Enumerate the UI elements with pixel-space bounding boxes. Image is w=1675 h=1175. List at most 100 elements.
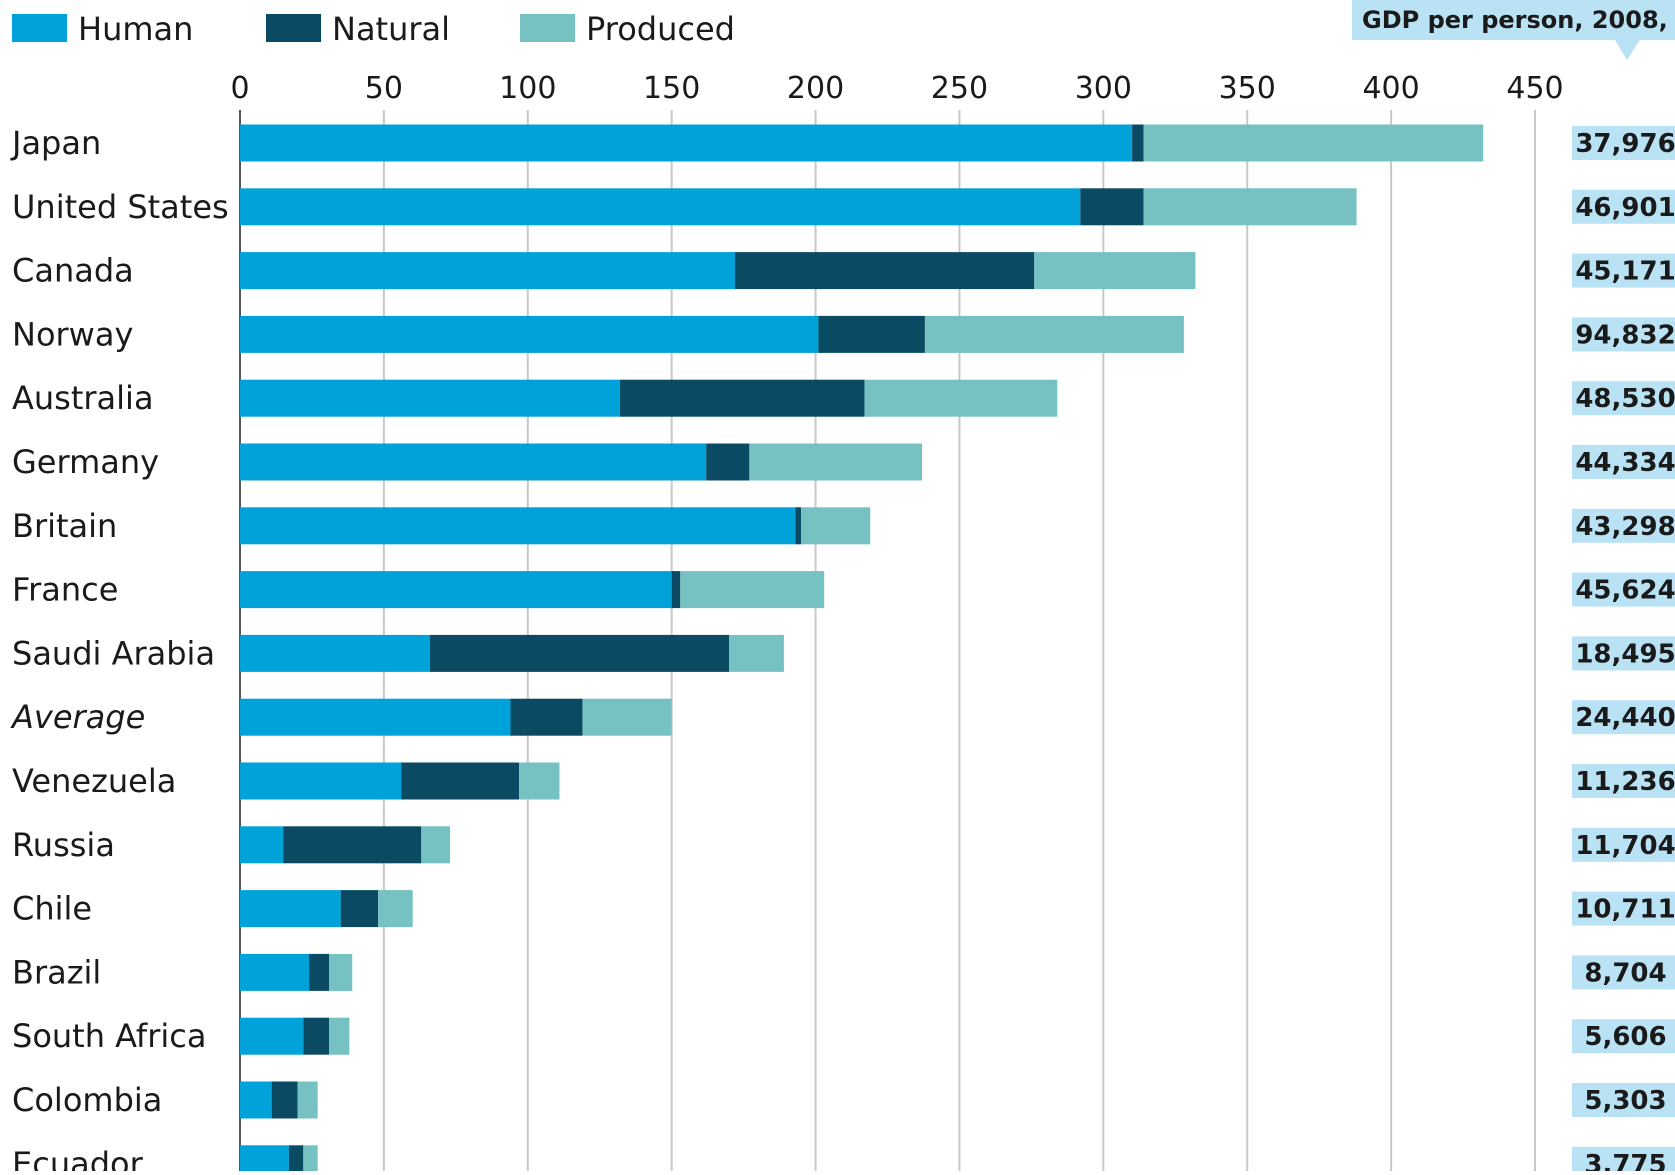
category-label: Canada	[12, 252, 134, 290]
bar-segment-natural	[271, 1081, 298, 1119]
bar-segment-natural	[340, 890, 379, 928]
gdp-value-box	[1572, 381, 1675, 416]
x-tick-label: 250	[931, 71, 988, 106]
category-label: Chile	[12, 890, 92, 928]
gdp-value-box	[1572, 317, 1675, 352]
bar-segment-produced	[864, 379, 1058, 417]
bar-segment-produced	[297, 1081, 318, 1119]
legend-label-human: Human	[78, 10, 193, 48]
bar-segment-human	[240, 252, 735, 290]
gdp-value-label: 45,171	[1575, 257, 1675, 287]
gdp-header-box	[1352, 0, 1675, 40]
x-tick-label: 150	[643, 71, 700, 106]
bar-segment-human	[240, 826, 284, 864]
bar-segment-natural	[283, 826, 422, 864]
gdp-value-box	[1572, 572, 1675, 607]
category-label: Germany	[12, 443, 159, 481]
bar-segment-human	[240, 698, 511, 736]
gdp-value-label: 37,976	[1575, 129, 1675, 159]
legend-swatch-produced	[520, 14, 575, 42]
gdp-value-label: 10,711	[1575, 895, 1675, 925]
bar-segment-produced	[1143, 124, 1484, 162]
gdp-value-box	[1572, 189, 1675, 224]
gdp-header-pointer	[1615, 40, 1640, 60]
bar-segment-produced	[582, 698, 672, 736]
category-label: Venezuela	[12, 762, 176, 800]
category-label: Japan	[10, 124, 101, 162]
gdp-value-box	[1572, 891, 1675, 926]
bar-segment-natural	[795, 507, 802, 545]
category-label: Average	[10, 698, 145, 736]
bar-segment-produced	[924, 315, 1184, 353]
gdp-value-label: 45,624	[1575, 576, 1675, 606]
gdp-value-label: 44,334	[1575, 448, 1675, 478]
gdp-value-label: 46,901	[1575, 193, 1675, 223]
bar-segment-natural	[309, 953, 330, 991]
gdp-value-box	[1572, 827, 1675, 862]
category-label: Russia	[12, 826, 115, 864]
legend-label-produced: Produced	[586, 10, 735, 48]
x-tick-label: 300	[1075, 71, 1132, 106]
bar-segment-natural	[671, 571, 681, 609]
gdp-value-label: 11,704	[1575, 831, 1675, 861]
x-tick-label: 0	[230, 71, 249, 106]
x-tick-label: 200	[787, 71, 844, 106]
bar-segment-produced	[329, 1017, 350, 1055]
bar-segment-human	[240, 1081, 272, 1119]
gdp-value-box	[1572, 1019, 1675, 1054]
x-tick-label: 50	[365, 71, 403, 106]
category-label: Colombia	[12, 1081, 162, 1119]
bar-segment-human	[240, 124, 1133, 162]
bar-segment-produced	[519, 762, 560, 800]
bar-segment-human	[240, 571, 672, 609]
gdp-value-box	[1572, 636, 1675, 671]
bar-segment-human	[240, 443, 707, 481]
gdp-header-label: GDP per person, 2008, $	[1362, 6, 1675, 34]
bar-segment-produced	[680, 571, 825, 609]
bar-segment-produced	[1034, 252, 1196, 290]
bar-segment-human	[240, 762, 402, 800]
bar-segment-human	[240, 1017, 304, 1055]
x-tick-label: 350	[1219, 71, 1276, 106]
bar-segment-human	[240, 953, 310, 991]
gdp-value-label: 94,832	[1575, 320, 1675, 350]
category-label: Australia	[12, 379, 154, 417]
category-label: Saudi Arabia	[12, 634, 215, 672]
bar-segment-human	[240, 507, 796, 545]
bar-segment-produced	[421, 826, 451, 864]
category-label: Ecuador	[12, 1145, 144, 1171]
gdp-value-box	[1572, 253, 1675, 288]
bar-segment-human	[240, 890, 341, 928]
bar-segment-human	[240, 1145, 289, 1175]
bar-segment-natural	[706, 443, 750, 481]
legend-swatch-natural	[266, 14, 321, 42]
bar-segment-natural	[510, 698, 583, 736]
gdp-value-box	[1572, 445, 1675, 479]
category-label: Norway	[12, 315, 133, 353]
category-label: South Africa	[12, 1017, 206, 1055]
bar-segment-produced	[801, 507, 871, 545]
bar-segment-natural	[619, 379, 865, 417]
gdp-value-box	[1572, 1146, 1675, 1175]
legend-label-natural: Natural	[332, 10, 450, 48]
gdp-value-label: 43,298	[1575, 512, 1675, 542]
bar-segment-natural	[818, 315, 925, 353]
gdp-value-box	[1572, 700, 1675, 735]
x-tick-label: 400	[1362, 71, 1419, 106]
gdp-value-box	[1572, 126, 1675, 160]
bar-segment-natural	[429, 634, 730, 672]
bar-segment-natural	[734, 252, 1035, 290]
x-tick-label: 450	[1506, 71, 1563, 106]
category-label: Britain	[12, 507, 117, 545]
bar-segment-natural	[303, 1017, 330, 1055]
legend-swatch-human	[12, 14, 67, 42]
bar-segment-produced	[1143, 188, 1357, 226]
gdp-value-box	[1572, 764, 1675, 798]
bar-segment-produced	[329, 953, 353, 991]
bar-segment-natural	[1132, 124, 1144, 162]
gdp-value-label: 5,303	[1584, 1086, 1666, 1116]
bar-segment-natural	[401, 762, 520, 800]
bar-segment-human	[240, 315, 819, 353]
